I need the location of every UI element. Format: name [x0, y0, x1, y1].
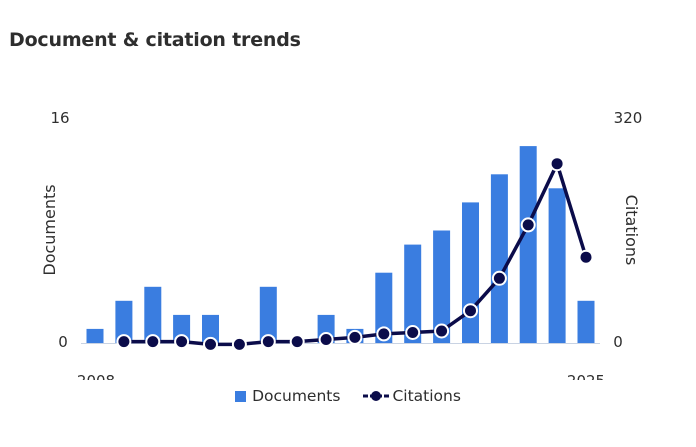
citations-point-2015[interactable]: [289, 334, 305, 350]
legend-item-citations[interactable]: Citations: [362, 387, 461, 405]
citations-line-swatch-icon: [363, 391, 390, 401]
citations-point-2012[interactable]: [203, 336, 218, 352]
legend-label-citations: Citations: [392, 387, 461, 405]
documents-bars: [86, 146, 595, 344]
chart-svg: 16 0 320 0 2008 2025 Documents Citations: [40, 109, 643, 380]
citations-point-2022[interactable]: [491, 270, 507, 286]
citations-line: [116, 156, 594, 352]
right-axis-max-label: 320: [614, 109, 643, 127]
chart-legend: Documents Citations: [0, 387, 696, 405]
documents-bar-2009[interactable]: [115, 300, 133, 343]
citations-point-2009[interactable]: [116, 334, 132, 350]
documents-bar-2024[interactable]: [548, 188, 566, 343]
citations-point-2016[interactable]: [318, 332, 334, 347]
documents-bar-2023[interactable]: [519, 146, 537, 343]
documents-bar-2014[interactable]: [259, 286, 277, 344]
documents-bar-2021[interactable]: [462, 202, 479, 343]
citations-line-path: [123, 161, 588, 347]
citations-point-2017[interactable]: [347, 329, 363, 345]
documents-bar-2018[interactable]: [375, 272, 393, 343]
chart-title: Document & citation trends: [9, 29, 301, 51]
right-axis-min-label: 0: [613, 333, 623, 351]
citations-point-2018[interactable]: [376, 326, 392, 342]
citations-point-2010[interactable]: [145, 334, 161, 350]
legend-label-documents: Documents: [252, 387, 341, 405]
documents-bar-2019[interactable]: [404, 244, 422, 343]
left-axis-max-label: 16: [50, 109, 69, 127]
citations-point-2014[interactable]: [260, 334, 276, 350]
documents-bar-2008[interactable]: [86, 328, 104, 343]
documents-bar-2022[interactable]: [490, 174, 508, 344]
left-axis-min-label: 0: [58, 333, 68, 351]
x-axis-last-label: 2025: [567, 372, 605, 380]
documents-bar-2025[interactable]: [577, 300, 595, 343]
citations-point-2021[interactable]: [463, 303, 478, 319]
documents-bar-2020[interactable]: [433, 230, 451, 344]
documents-bar-2010[interactable]: [144, 286, 162, 344]
documents-swatch-icon: [235, 390, 247, 402]
citations-point-2024[interactable]: [549, 156, 565, 172]
citations-point-2013[interactable]: [231, 336, 247, 352]
citations-point-2011[interactable]: [174, 334, 190, 350]
citations-point-2020[interactable]: [434, 323, 450, 339]
x-axis-first-label: 2008: [77, 372, 115, 380]
documents-bar-2012[interactable]: [202, 314, 219, 343]
left-axis-title: Documents: [40, 184, 59, 275]
citations-point-2025[interactable]: [578, 249, 594, 265]
citations-point-2019[interactable]: [405, 325, 421, 340]
citations-point-2023[interactable]: [520, 217, 536, 233]
right-axis-title: Citations: [622, 195, 641, 266]
legend-item-documents[interactable]: Documents: [235, 387, 340, 405]
